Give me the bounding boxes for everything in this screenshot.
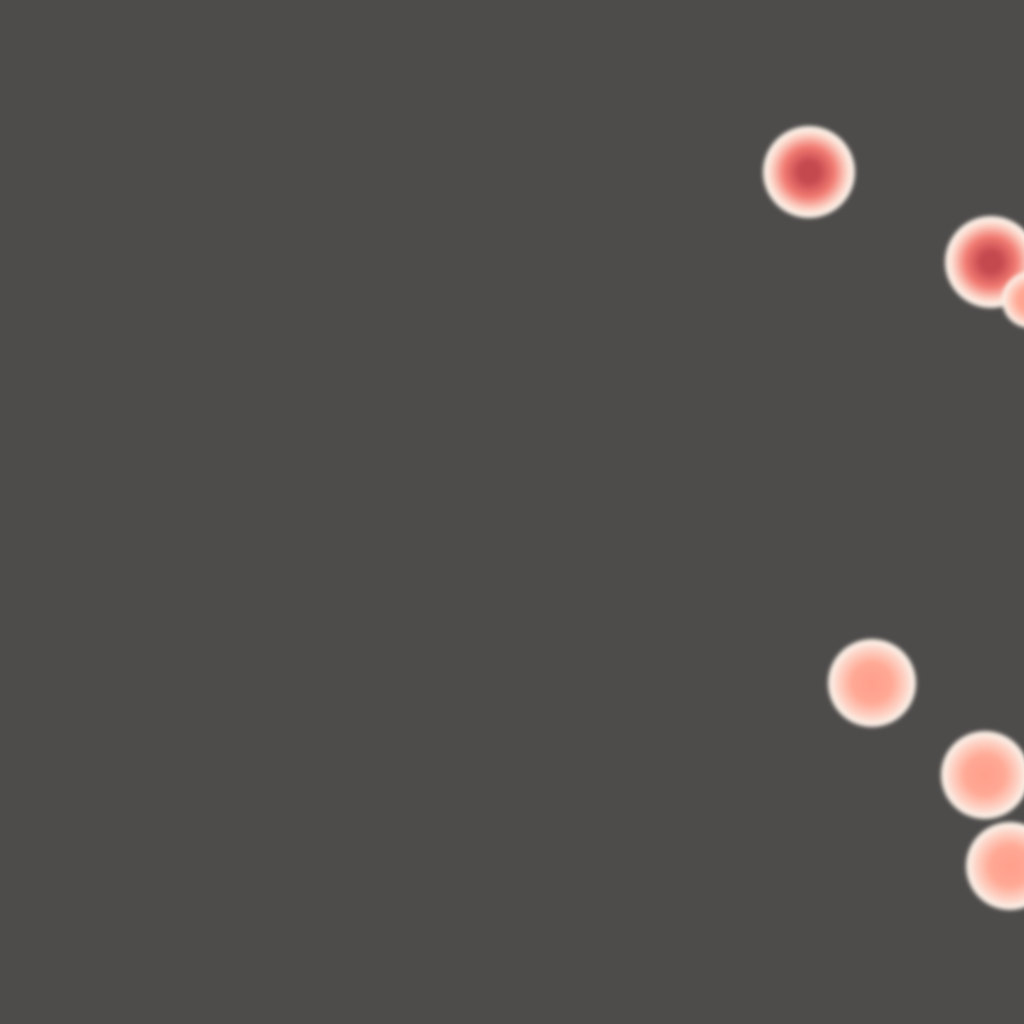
dots-layer	[763, 126, 1024, 910]
dot-6	[1002, 272, 1024, 328]
dot-1	[763, 126, 855, 218]
dot-4	[941, 731, 1024, 819]
dot-5	[966, 822, 1024, 910]
dot-3	[828, 639, 916, 727]
dot-2	[945, 216, 1024, 308]
